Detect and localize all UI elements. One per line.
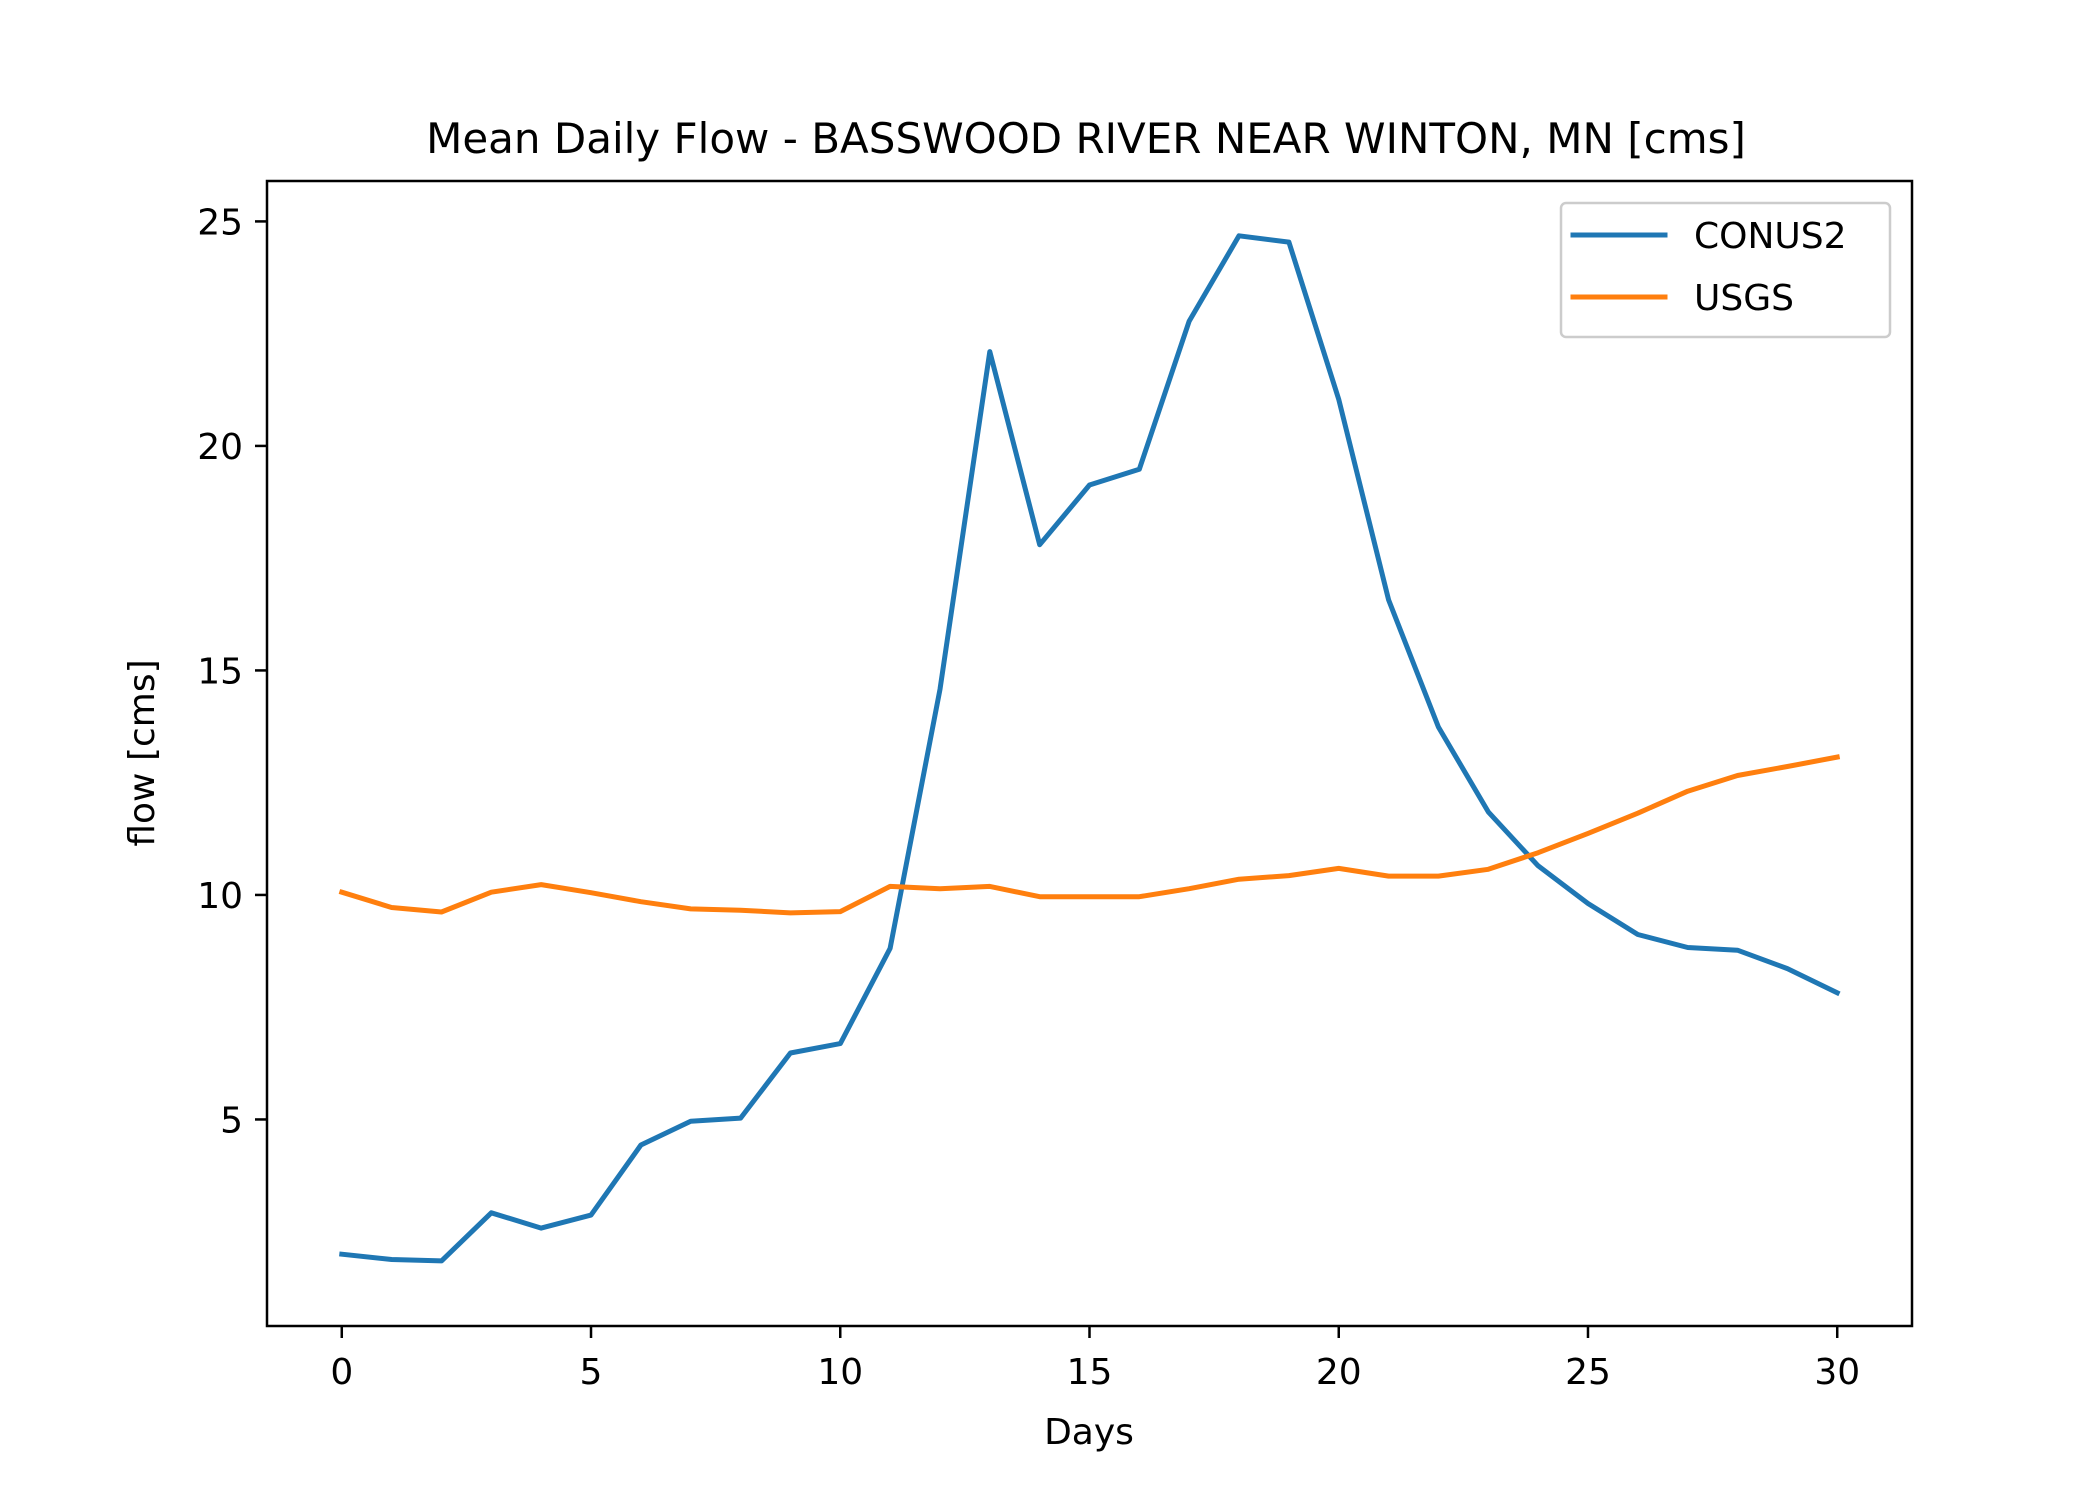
series-line-conus2	[339, 233, 1841, 1264]
x-tick-label: 5	[580, 1352, 603, 1393]
chart-title: Mean Daily Flow - BASSWOOD RIVER NEAR WI…	[426, 114, 1746, 163]
y-tick-label: 10	[197, 876, 243, 917]
legend: CONUS2 USGS	[1559, 201, 1892, 339]
series-line-usgs	[338, 754, 1841, 916]
y-tick-label: 20	[197, 427, 243, 468]
y-tick-label: 25	[197, 202, 243, 243]
legend-label-usgs: USGS	[1694, 278, 1794, 319]
x-tick-label: 0	[330, 1352, 353, 1393]
plot-area-frame	[265, 179, 1914, 1328]
x-axis-label: Days	[1044, 1412, 1134, 1453]
x-tick-label: 10	[817, 1352, 863, 1393]
y-tick-label: 15	[197, 651, 243, 692]
x-tick-label: 20	[1316, 1352, 1362, 1393]
legend-label-conus2: CONUS2	[1694, 216, 1847, 257]
y-axis-label: flow [cms]	[122, 659, 163, 846]
x-tick-label: 30	[1814, 1352, 1860, 1393]
x-tick-label: 15	[1067, 1352, 1113, 1393]
y-tick-label: 5	[220, 1100, 243, 1141]
x-tick-label: 25	[1565, 1352, 1611, 1393]
